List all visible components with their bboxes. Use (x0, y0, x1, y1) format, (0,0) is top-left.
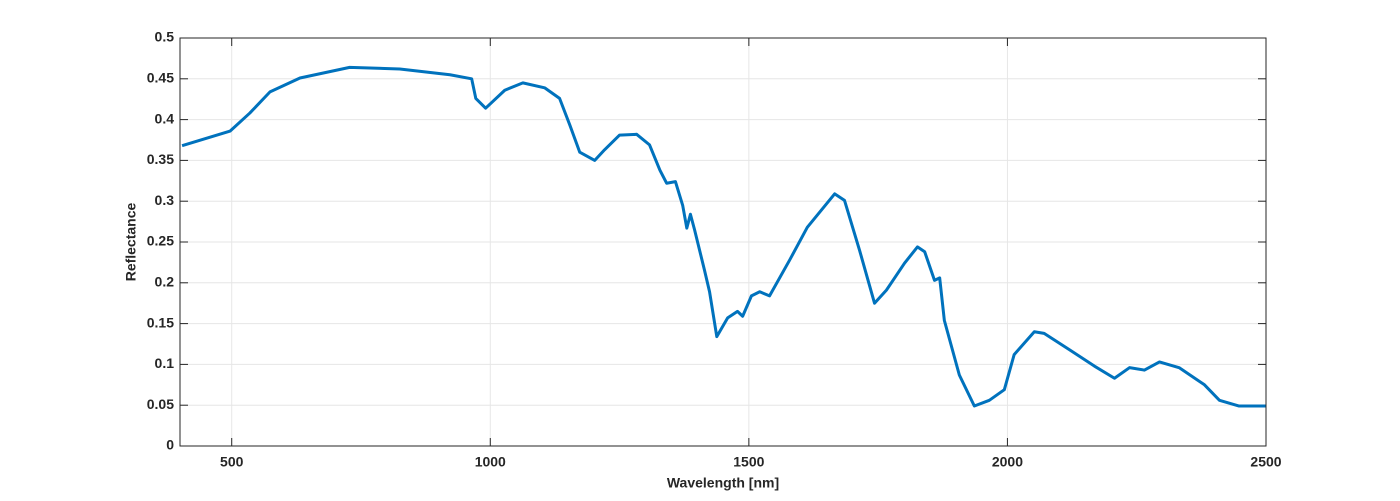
x-tick-label: 2500 (1250, 454, 1281, 470)
y-axis-label: Reflectance (123, 202, 139, 281)
y-tick-label: 0.4 (155, 110, 175, 126)
y-tick-label: 0.45 (147, 70, 174, 86)
y-tick-label: 0.2 (155, 274, 175, 290)
y-tick-label: 0.15 (147, 314, 174, 330)
y-tick-label: 0.35 (147, 151, 174, 167)
data-line (181, 65, 1266, 408)
x-axis-label: Wavelength [nm] (667, 475, 779, 491)
y-tick-label: 0.3 (155, 192, 175, 208)
y-tick-label: 0.5 (155, 29, 175, 45)
y-tick-label: 0.1 (155, 355, 175, 371)
x-tick-label: 1000 (475, 454, 506, 470)
axes-box (179, 37, 1267, 447)
y-tick-label: 0.05 (147, 396, 174, 412)
y-tick-label: 0 (166, 437, 174, 453)
x-tick-label: 2000 (992, 454, 1023, 470)
x-tick-label: 500 (220, 454, 244, 470)
y-tick-label: 0.25 (147, 233, 174, 249)
x-tick-label: 1500 (733, 454, 764, 470)
